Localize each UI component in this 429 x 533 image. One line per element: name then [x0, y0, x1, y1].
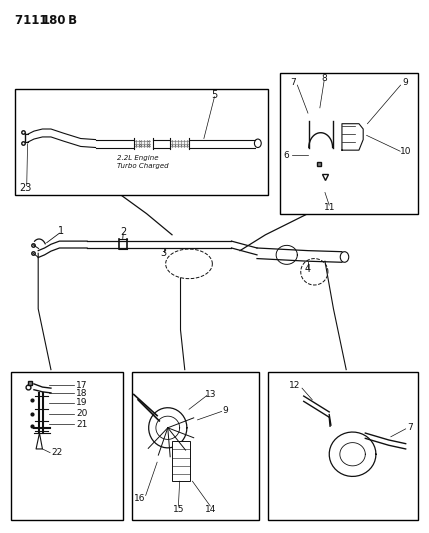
Text: 15: 15 [172, 505, 184, 514]
Text: 20: 20 [76, 409, 88, 418]
Bar [280, 74, 418, 214]
Text: 10: 10 [400, 147, 411, 156]
Text: 18: 18 [76, 389, 88, 398]
Text: 7: 7 [290, 78, 296, 87]
Text: 12: 12 [289, 381, 300, 390]
Text: 5: 5 [211, 90, 218, 100]
Text: 6: 6 [283, 151, 289, 160]
Bar [132, 372, 259, 520]
Text: 3: 3 [160, 248, 166, 259]
Bar [172, 441, 190, 481]
Text: 180: 180 [42, 14, 66, 27]
Text: 7111: 7111 [15, 14, 56, 27]
Text: 8: 8 [321, 74, 327, 83]
Text: 1: 1 [57, 226, 64, 236]
Text: 4: 4 [305, 264, 311, 274]
Bar [268, 372, 418, 520]
Text: 11: 11 [323, 203, 335, 212]
Text: 16: 16 [134, 494, 146, 503]
Text: 13: 13 [205, 390, 216, 399]
Text: 23: 23 [19, 183, 32, 193]
Text: 14: 14 [205, 505, 216, 514]
Text: 9: 9 [403, 78, 408, 87]
Bar [11, 372, 123, 520]
Text: 17: 17 [76, 381, 88, 390]
Text: 2.2L Engine
Turbo Charged: 2.2L Engine Turbo Charged [117, 155, 169, 168]
Text: B: B [63, 14, 77, 27]
Text: 7: 7 [407, 423, 413, 432]
Text: 21: 21 [76, 419, 88, 429]
Text: 19: 19 [76, 399, 88, 407]
Text: 2: 2 [120, 227, 126, 237]
Text: 9: 9 [222, 406, 228, 415]
Text: 22: 22 [51, 448, 62, 457]
Bar [15, 90, 268, 195]
